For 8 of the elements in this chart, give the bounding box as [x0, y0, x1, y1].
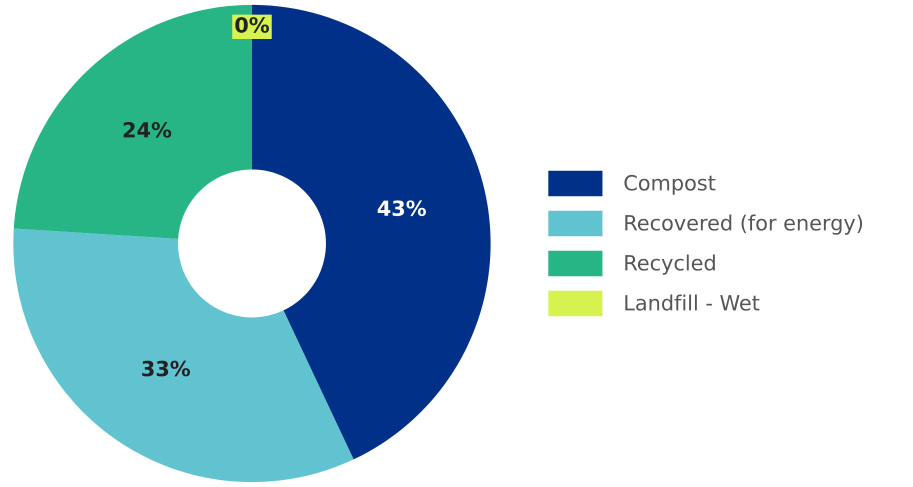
- legend-label: Landfill - Wet: [625, 294, 760, 311]
- data-label: 43%: [378, 200, 426, 216]
- legend-label: Recovered (for energy): [625, 214, 862, 235]
- legend-label: Compost: [624, 174, 716, 195]
- data-label: 33%: [142, 360, 190, 376]
- legend-label: Recycled: [625, 254, 715, 275]
- data-label: 24%: [124, 122, 172, 138]
- text: 0%: [235, 17, 270, 33]
